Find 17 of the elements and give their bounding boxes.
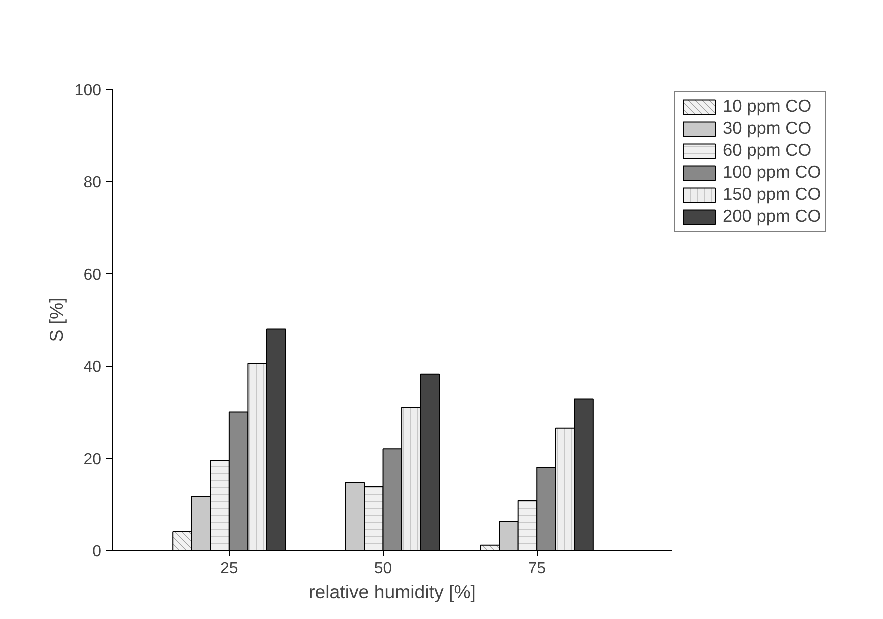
legend-label: 60 ppm CO <box>723 140 812 161</box>
legend-label: 150 ppm CO <box>723 184 822 205</box>
y-tick-label: 100 <box>74 82 102 100</box>
legend-label: 100 ppm CO <box>723 162 822 183</box>
legend-label: 10 ppm CO <box>723 96 812 117</box>
x-axis-title: relative humidity [%] <box>309 582 476 602</box>
y-tick-label: 20 <box>84 451 102 468</box>
legend-label: 200 ppm CO <box>723 206 822 227</box>
x-tick-label: 75 <box>528 560 546 578</box>
x-tick-label: 50 <box>374 560 392 578</box>
legend-label: 30 ppm CO <box>723 118 812 139</box>
y-tick-label: 0 <box>92 544 102 560</box>
x-tick-label: 25 <box>220 560 238 578</box>
y-tick-label: 80 <box>84 174 102 192</box>
y-tick-label: 40 <box>84 359 102 376</box>
y-axis-title: S [%] <box>46 298 67 342</box>
y-tick-label: 60 <box>84 266 102 284</box>
